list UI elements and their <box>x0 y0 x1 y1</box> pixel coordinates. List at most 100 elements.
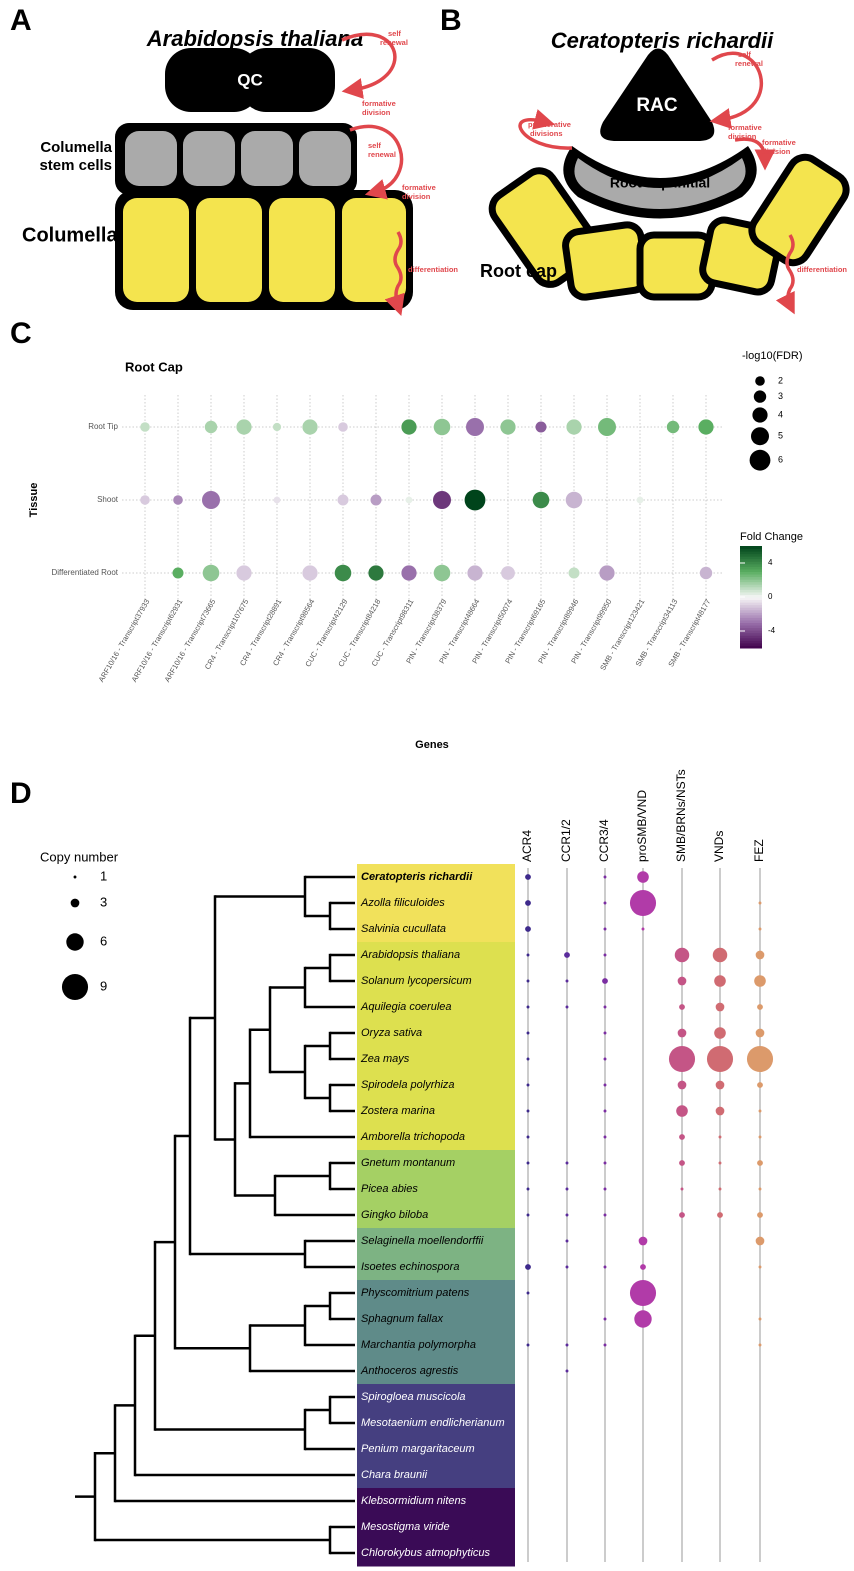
dot <box>500 419 516 435</box>
copy-dot <box>526 1343 530 1347</box>
columella-cell <box>342 198 406 302</box>
colorbar-step <box>740 640 762 644</box>
dot <box>433 491 451 509</box>
colorbar-step <box>740 563 762 567</box>
arrow <box>518 109 573 150</box>
panel-label: C <box>10 317 32 350</box>
label-line: formative <box>762 138 796 147</box>
legend-dot <box>61 973 89 1001</box>
colorbar-step <box>740 568 762 572</box>
legend-title: Copy number <box>40 849 119 864</box>
label-line: formative <box>728 123 762 132</box>
dot <box>501 566 515 580</box>
copy-dot <box>526 1031 530 1035</box>
y-tick-label: Differentiated Root <box>51 568 118 577</box>
colorbar-step <box>740 566 762 570</box>
dot <box>599 565 615 581</box>
colorbar-step <box>740 561 762 565</box>
copy-dot <box>754 975 766 987</box>
copy-dot <box>714 975 726 987</box>
panel-label: B <box>440 4 462 37</box>
copy-dot <box>758 1343 762 1347</box>
copy-dot <box>565 1213 569 1217</box>
copy-dot <box>714 1027 726 1039</box>
species-label: Selaginella moellendorffii <box>361 1235 484 1247</box>
label-line: self <box>388 29 401 38</box>
copy-dot <box>526 1161 530 1165</box>
colorbar-label: 4 <box>768 558 773 567</box>
root-cap-cell <box>562 221 650 301</box>
label-line: Columella <box>40 139 112 156</box>
stem-cell <box>125 131 177 186</box>
copy-dot <box>603 1057 607 1061</box>
colorbar-step <box>740 617 762 621</box>
colorbar-step <box>740 614 762 618</box>
copy-dot <box>603 1343 607 1347</box>
copy-dot <box>680 1187 684 1191</box>
colorbar-step <box>740 584 762 588</box>
species-label: Spirogloea muscicola <box>361 1391 466 1403</box>
colorbar-step <box>740 581 762 585</box>
label-line: renewal <box>380 38 408 47</box>
dot <box>302 419 318 435</box>
copy-dot <box>637 871 649 883</box>
dot <box>140 422 150 432</box>
copy-dot <box>603 1109 607 1113</box>
dot <box>334 564 352 582</box>
colorbar-step <box>740 627 762 631</box>
copy-dot <box>603 1031 607 1035</box>
colorbar-label: -4 <box>768 626 776 635</box>
legend-label: 5 <box>778 431 783 441</box>
arrow-label: self renewal <box>368 141 396 159</box>
dot <box>666 420 680 434</box>
arrow-label: self renewal <box>380 29 408 47</box>
label-line: proliferative <box>528 120 571 129</box>
label-line: formative <box>362 99 396 108</box>
copy-dot <box>679 1004 685 1010</box>
species-label: Klebsormidium nitens <box>361 1495 467 1507</box>
species-label: Spirodela polyrhiza <box>361 1079 455 1091</box>
label-line: renewal <box>368 150 396 159</box>
y-axis-title: Tissue <box>28 483 40 518</box>
label-line: differentiation <box>797 265 847 274</box>
colorbar-step <box>740 553 762 557</box>
copy-dot <box>603 953 607 957</box>
colorbar-step <box>740 612 762 616</box>
species-band <box>357 994 515 1021</box>
species-label: Chara braunii <box>361 1469 428 1481</box>
colorbar-step <box>740 635 762 639</box>
dot <box>337 494 349 506</box>
copy-dot <box>526 979 530 983</box>
colorbar-step <box>740 599 762 603</box>
y-tick-label: Root Tip <box>88 422 118 431</box>
label-line: self <box>738 50 751 59</box>
copy-dot <box>715 1106 725 1116</box>
species-label: Penium margaritaceum <box>361 1443 475 1455</box>
dot <box>368 565 384 581</box>
copy-dot <box>718 1161 722 1165</box>
arrow-label: formative division <box>362 99 396 117</box>
dot <box>598 418 616 436</box>
species-label: Mesotaenium endlicherianum <box>361 1417 505 1429</box>
colorbar-step <box>740 589 762 593</box>
arrow <box>709 51 763 129</box>
copy-dot <box>526 1057 530 1061</box>
species-label: Ceratopteris richardii <box>361 871 473 883</box>
column-label: ACR4 <box>520 830 534 862</box>
color-legend-title: Fold Change <box>740 531 803 543</box>
species-band <box>357 1514 515 1541</box>
column-label: SMB/BRNs/NSTs <box>674 769 688 862</box>
rac-label: RAC <box>636 95 677 116</box>
columella-label: Columella <box>22 224 118 246</box>
stem-cells-label: Columella stem cells <box>39 139 112 174</box>
copy-dot <box>525 874 531 880</box>
species-label: Sphagnum fallax <box>361 1313 443 1325</box>
arrow-label: differentiation <box>797 265 847 274</box>
colorbar-step <box>740 576 762 580</box>
panel-title: Arabidopsis thaliana <box>146 26 363 51</box>
species-label: Zostera marina <box>360 1105 435 1117</box>
species-label: Isoetes echinospora <box>361 1261 459 1273</box>
dot <box>202 491 220 509</box>
